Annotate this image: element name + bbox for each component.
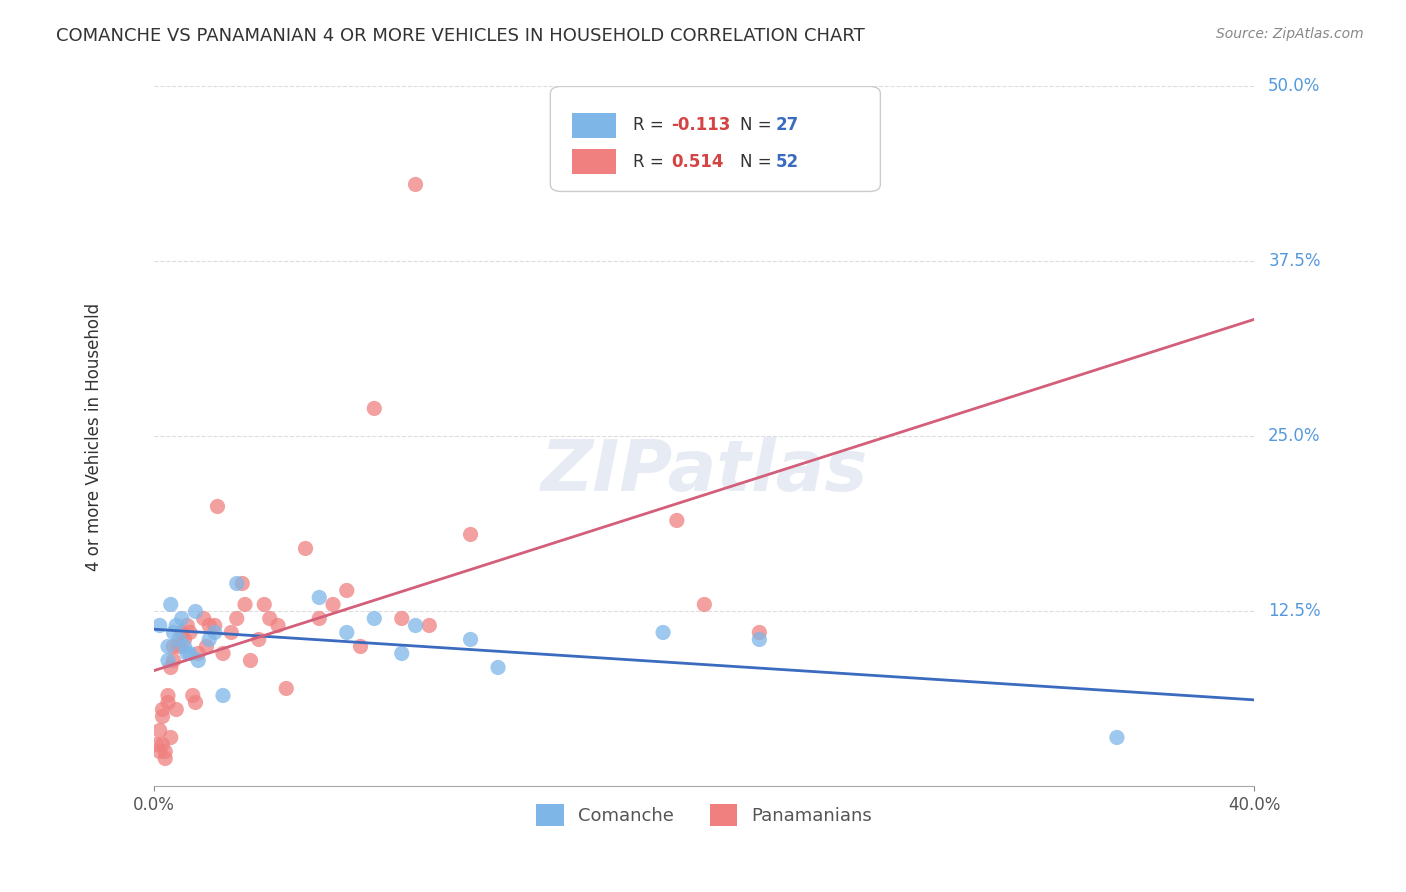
Point bbox=[486, 660, 509, 674]
Point bbox=[159, 598, 181, 612]
Point bbox=[184, 696, 207, 710]
Point bbox=[149, 723, 172, 738]
Text: R =: R = bbox=[633, 116, 669, 135]
Point bbox=[212, 689, 235, 703]
Text: COMANCHE VS PANAMANIAN 4 OR MORE VEHICLES IN HOUSEHOLD CORRELATION CHART: COMANCHE VS PANAMANIAN 4 OR MORE VEHICLE… bbox=[56, 27, 865, 45]
Text: 50.0%: 50.0% bbox=[1268, 78, 1320, 95]
Text: -0.113: -0.113 bbox=[671, 116, 731, 135]
Point bbox=[231, 576, 253, 591]
Point bbox=[219, 625, 242, 640]
Point bbox=[156, 640, 179, 654]
Point bbox=[162, 640, 184, 654]
Point bbox=[294, 541, 316, 556]
Point bbox=[1105, 731, 1128, 745]
Point bbox=[176, 647, 198, 661]
Point bbox=[162, 625, 184, 640]
Point bbox=[652, 625, 675, 640]
Point bbox=[204, 618, 226, 632]
Point bbox=[233, 598, 256, 612]
Point bbox=[336, 625, 359, 640]
Point bbox=[336, 583, 359, 598]
Point bbox=[239, 653, 262, 667]
Point bbox=[152, 738, 174, 752]
Point bbox=[152, 702, 174, 716]
Text: 0.514: 0.514 bbox=[671, 153, 724, 170]
Point bbox=[181, 689, 204, 703]
Text: 12.5%: 12.5% bbox=[1268, 602, 1320, 621]
FancyBboxPatch shape bbox=[550, 87, 880, 192]
Point bbox=[212, 647, 235, 661]
Point bbox=[225, 611, 247, 625]
Point bbox=[193, 611, 215, 625]
Point bbox=[204, 625, 226, 640]
Point bbox=[179, 625, 201, 640]
Point bbox=[156, 689, 179, 703]
Point bbox=[460, 632, 482, 647]
Text: N =: N = bbox=[740, 153, 776, 170]
Point bbox=[276, 681, 298, 696]
Point bbox=[247, 632, 270, 647]
Point bbox=[308, 591, 330, 605]
Point bbox=[322, 598, 344, 612]
Point bbox=[187, 647, 209, 661]
Point bbox=[165, 702, 187, 716]
Point bbox=[176, 618, 198, 632]
Point bbox=[349, 640, 371, 654]
Point bbox=[179, 647, 201, 661]
Bar bbox=[572, 112, 616, 138]
Point bbox=[146, 738, 169, 752]
Point bbox=[156, 696, 179, 710]
Point bbox=[748, 625, 770, 640]
Text: 52: 52 bbox=[776, 153, 799, 170]
Point bbox=[167, 632, 190, 647]
Point bbox=[198, 632, 221, 647]
Point bbox=[155, 744, 177, 758]
Point bbox=[173, 632, 195, 647]
Point bbox=[665, 513, 688, 527]
Text: N =: N = bbox=[740, 116, 776, 135]
Point bbox=[460, 527, 482, 541]
Point bbox=[156, 653, 179, 667]
Point bbox=[693, 598, 716, 612]
Point bbox=[165, 618, 187, 632]
Text: ZIPatlas: ZIPatlas bbox=[541, 437, 868, 506]
Point bbox=[363, 611, 385, 625]
Point bbox=[170, 625, 193, 640]
Point bbox=[363, 401, 385, 416]
Point bbox=[308, 611, 330, 625]
Point bbox=[149, 618, 172, 632]
Text: R =: R = bbox=[633, 153, 669, 170]
Point bbox=[748, 632, 770, 647]
Point bbox=[167, 640, 190, 654]
Point bbox=[405, 618, 427, 632]
Point bbox=[405, 178, 427, 192]
Text: 27: 27 bbox=[776, 116, 799, 135]
Bar bbox=[572, 149, 616, 174]
Point bbox=[253, 598, 276, 612]
Legend: Comanche, Panamanians: Comanche, Panamanians bbox=[529, 797, 880, 833]
Text: Source: ZipAtlas.com: Source: ZipAtlas.com bbox=[1216, 27, 1364, 41]
Point bbox=[173, 640, 195, 654]
Point bbox=[225, 576, 247, 591]
Point bbox=[170, 611, 193, 625]
Point bbox=[162, 653, 184, 667]
Point bbox=[187, 653, 209, 667]
Point bbox=[391, 647, 413, 661]
Point bbox=[198, 618, 221, 632]
Point bbox=[152, 709, 174, 723]
Point bbox=[207, 500, 229, 514]
Point bbox=[195, 640, 218, 654]
Point bbox=[267, 618, 290, 632]
Point bbox=[259, 611, 281, 625]
Point bbox=[149, 744, 172, 758]
Point bbox=[184, 605, 207, 619]
Point bbox=[159, 660, 181, 674]
Point bbox=[155, 751, 177, 765]
Text: 25.0%: 25.0% bbox=[1268, 427, 1320, 445]
Point bbox=[418, 618, 440, 632]
Point bbox=[159, 731, 181, 745]
Point bbox=[391, 611, 413, 625]
Text: 4 or more Vehicles in Household: 4 or more Vehicles in Household bbox=[84, 302, 103, 571]
Text: 37.5%: 37.5% bbox=[1268, 252, 1320, 270]
